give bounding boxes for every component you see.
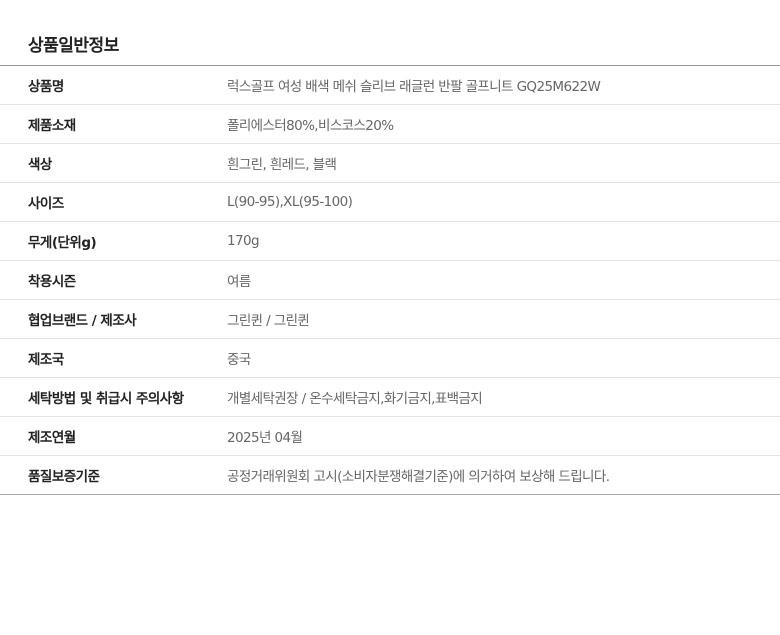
table-row: 사이즈 L(90-95),XL(95-100) <box>0 183 780 222</box>
row-label: 색상 <box>28 157 52 173</box>
row-value: 공정거래위원회 고시(소비자분쟁해결기준)에 의거하여 보상해 드립니다. <box>227 469 610 485</box>
row-value: 여름 <box>227 274 251 290</box>
table-row: 제품소재 폴리에스터80%,비스코스20% <box>0 105 780 144</box>
row-value: 개별세탁권장 / 온수세탁금지,화기금지,표백금지 <box>227 391 483 407</box>
row-label: 무게(단위g) <box>28 235 97 251</box>
table-row: 색상 흰그린, 흰레드, 블랙 <box>0 144 780 183</box>
row-label: 사이즈 <box>28 196 64 212</box>
product-info-table: 상품명 럭스골프 여성 배색 메쉬 슬리브 래글런 반팔 골프니트 GQ25M62… <box>0 65 780 495</box>
row-label: 협업브랜드 / 제조사 <box>28 313 137 329</box>
table-row: 무게(단위g) 170g <box>0 222 780 261</box>
table-row: 상품명 럭스골프 여성 배색 메쉬 슬리브 래글런 반팔 골프니트 GQ25M62… <box>0 66 780 105</box>
row-value: 흰그린, 흰레드, 블랙 <box>227 157 337 173</box>
row-label: 상품명 <box>28 79 64 95</box>
table-row: 품질보증기준 공정거래위원회 고시(소비자분쟁해결기준)에 의거하여 보상해 드립… <box>0 456 780 494</box>
table-row: 제조국 중국 <box>0 339 780 378</box>
row-label: 세탁방법 및 취급시 주의사항 <box>28 391 184 407</box>
row-label: 품질보증기준 <box>28 469 100 485</box>
table-row: 착용시즌 여름 <box>0 261 780 300</box>
table-row: 세탁방법 및 취급시 주의사항 개별세탁권장 / 온수세탁금지,화기금지,표백금지 <box>0 378 780 417</box>
row-value: 170g <box>227 233 260 249</box>
row-value: 럭스골프 여성 배색 메쉬 슬리브 래글런 반팔 골프니트 GQ25M622W <box>227 79 601 95</box>
row-label: 제조국 <box>28 352 64 368</box>
row-label: 제조연월 <box>28 430 76 446</box>
row-value: 그린퀸 / 그린퀸 <box>227 313 310 329</box>
row-label: 제품소재 <box>28 118 76 134</box>
table-row: 제조연월 2025년 04월 <box>0 417 780 456</box>
table-row: 협업브랜드 / 제조사 그린퀸 / 그린퀸 <box>0 300 780 339</box>
row-label: 착용시즌 <box>28 274 76 290</box>
row-value: L(90-95),XL(95-100) <box>227 194 353 210</box>
row-value: 폴리에스터80%,비스코스20% <box>227 118 394 134</box>
row-value: 중국 <box>227 352 251 368</box>
row-value: 2025년 04월 <box>227 430 303 446</box>
section-title: 상품일반정보 <box>28 36 119 56</box>
